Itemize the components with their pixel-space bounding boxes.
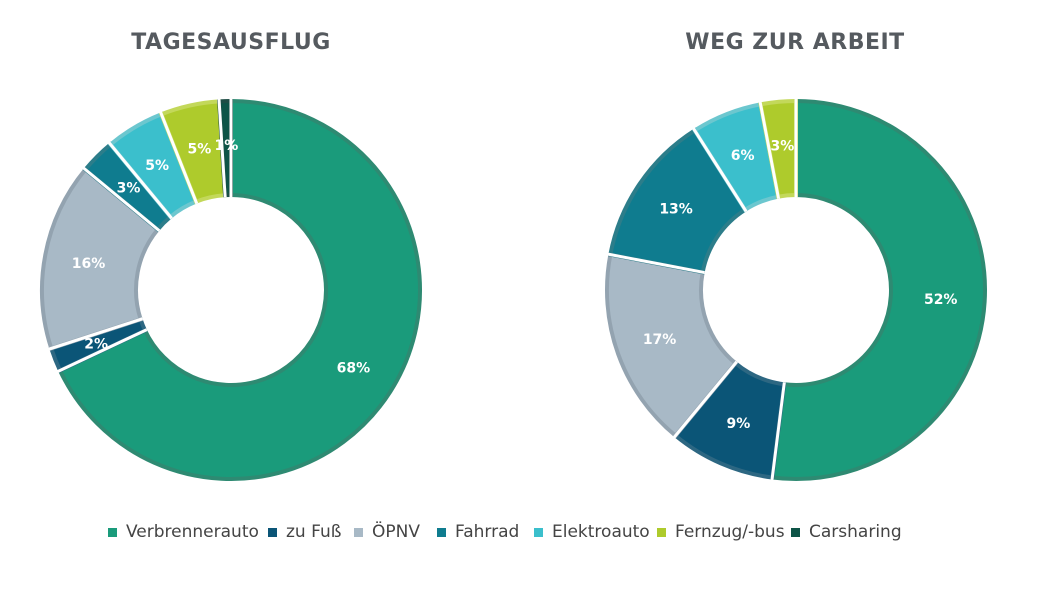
donut-1-slice-2	[605, 252, 739, 439]
legend-label-zu-fuss: zu Fuß	[286, 522, 342, 542]
donut-0-slice-0	[57, 98, 422, 481]
donut-1-label-4: 6%	[731, 148, 755, 164]
donut-1-separator-4	[691, 127, 748, 213]
donut-0-separator-3	[82, 166, 161, 232]
legend-label-carsharing: Carsharing	[809, 522, 902, 542]
legend: Verbrennerauto zu Fuß ÖPNV Fahrrad Elekt…	[0, 522, 1046, 546]
donut-1-slice-0	[770, 98, 987, 481]
legend-swatch-fernzug-bus	[657, 527, 666, 537]
donut-1-label-5: 3%	[770, 139, 794, 155]
donut-1-separator-2	[672, 360, 738, 439]
legend-swatch-fahrrad	[437, 527, 446, 537]
donut-1-separator-3	[607, 252, 705, 275]
donut-0-separator-6	[217, 98, 227, 198]
donut-0-label-3: 3%	[117, 180, 141, 196]
legend-item-elektroauto: Elektroauto	[534, 522, 650, 542]
donut-1-label-3: 13%	[659, 201, 693, 217]
legend-item-oepnv: ÖPNV	[354, 522, 420, 542]
legend-label-verbrennerauto: Verbrennerauto	[126, 522, 259, 542]
legend-item-verbrennerauto: Verbrennerauto	[108, 522, 259, 542]
legend-swatch-zu-fuss	[268, 527, 277, 537]
donut-1-separator-5	[758, 101, 781, 199]
donut-0-separator-2	[47, 317, 144, 351]
legend-swatch-verbrennerauto	[108, 527, 117, 537]
legend-label-elektroauto: Elektroauto	[552, 522, 650, 542]
legend-swatch-oepnv	[354, 527, 363, 537]
donut-0-separator-4	[107, 141, 173, 220]
legend-label-fernzug-bus: Fernzug/-bus	[675, 522, 785, 542]
legend-label-oepnv: ÖPNV	[372, 522, 420, 542]
chart-title-weg-zur-arbeit: WEG ZUR ARBEIT	[685, 30, 905, 55]
legend-label-fahrrad: Fahrrad	[455, 522, 520, 542]
donut-1-label-0: 52%	[924, 292, 958, 308]
donut-0-label-2: 16%	[72, 256, 106, 272]
donut-0-separator-5	[158, 110, 199, 205]
donut-0-label-1: 2%	[84, 336, 108, 352]
donut-0-separator-1	[56, 328, 148, 374]
donut-0-label-6: 1%	[215, 138, 239, 154]
donut-1-separator-1	[770, 382, 786, 481]
donut-charts: 68%2%16%3%5%5% 1%52%9%17%13%6%3%	[40, 98, 987, 481]
legend-item-carsharing: Carsharing	[791, 522, 902, 542]
legend-swatch-carsharing	[791, 527, 800, 537]
legend-item-zu-fuss: zu Fuß	[268, 522, 341, 542]
donut-1-label-2: 17%	[643, 332, 677, 348]
chart-title-tagesausflug: TAGESAUSFLUG	[131, 30, 331, 55]
legend-swatch-elektroauto	[534, 527, 543, 537]
donut-0-label-4: 5%	[145, 158, 169, 174]
legend-item-fernzug-bus: Fernzug/-bus	[657, 522, 785, 542]
donut-0-label-5: 5%	[187, 141, 211, 157]
donut-0-slice-2	[40, 166, 161, 351]
legend-item-fahrrad: Fahrrad	[437, 522, 519, 542]
donut-0-label-0: 68%	[337, 361, 371, 377]
donut-1-label-1: 9%	[727, 416, 751, 432]
